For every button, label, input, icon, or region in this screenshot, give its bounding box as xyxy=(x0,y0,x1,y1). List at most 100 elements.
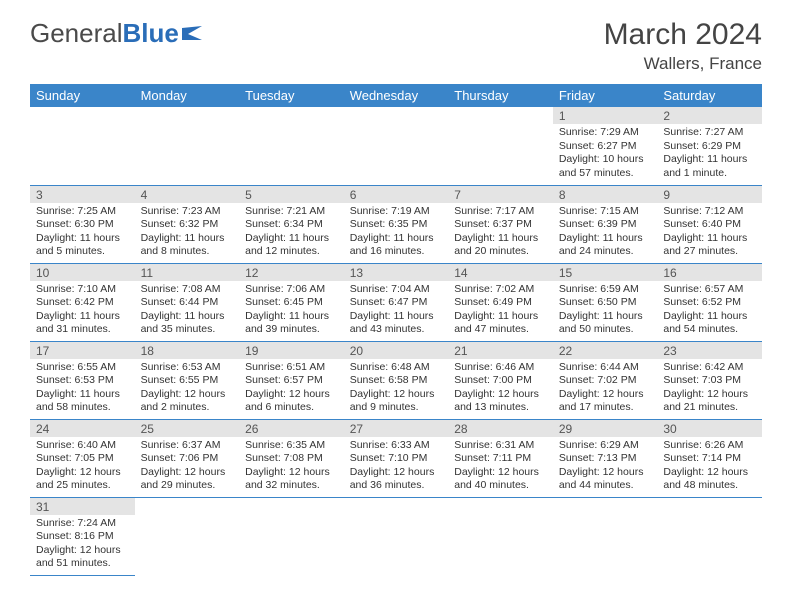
day-details: Sunrise: 7:06 AMSunset: 6:45 PMDaylight:… xyxy=(239,281,344,341)
daylight-text: Daylight: 11 hours xyxy=(245,310,338,324)
calendar-day-cell: 5Sunrise: 7:21 AMSunset: 6:34 PMDaylight… xyxy=(239,185,344,263)
sunset-text: Sunset: 6:29 PM xyxy=(663,140,756,154)
calendar-day-cell: 8Sunrise: 7:15 AMSunset: 6:39 PMDaylight… xyxy=(553,185,658,263)
day-details: Sunrise: 6:35 AMSunset: 7:08 PMDaylight:… xyxy=(239,437,344,497)
location: Wallers, France xyxy=(604,54,762,74)
daylight-text: and 32 minutes. xyxy=(245,479,338,493)
calendar-day-cell: 31Sunrise: 7:24 AMSunset: 8:16 PMDayligh… xyxy=(30,497,135,575)
calendar-day-cell: 18Sunrise: 6:53 AMSunset: 6:55 PMDayligh… xyxy=(135,341,240,419)
day-number xyxy=(553,498,658,515)
daylight-text: and 44 minutes. xyxy=(559,479,652,493)
sunset-text: Sunset: 6:42 PM xyxy=(36,296,129,310)
calendar-week-row: 1Sunrise: 7:29 AMSunset: 6:27 PMDaylight… xyxy=(30,107,762,185)
day-details: Sunrise: 6:59 AMSunset: 6:50 PMDaylight:… xyxy=(553,281,658,341)
calendar-day-cell: 6Sunrise: 7:19 AMSunset: 6:35 PMDaylight… xyxy=(344,185,449,263)
daylight-text: Daylight: 11 hours xyxy=(559,232,652,246)
day-details xyxy=(239,515,344,520)
calendar-day-cell: 30Sunrise: 6:26 AMSunset: 7:14 PMDayligh… xyxy=(657,419,762,497)
daylight-text: and 1 minute. xyxy=(663,167,756,181)
day-details: Sunrise: 6:29 AMSunset: 7:13 PMDaylight:… xyxy=(553,437,658,497)
sunrise-text: Sunrise: 6:33 AM xyxy=(350,439,443,453)
day-number: 9 xyxy=(657,186,762,203)
daylight-text: Daylight: 11 hours xyxy=(663,310,756,324)
daylight-text: Daylight: 11 hours xyxy=(559,310,652,324)
sunset-text: Sunset: 6:53 PM xyxy=(36,374,129,388)
daylight-text: and 40 minutes. xyxy=(454,479,547,493)
daylight-text: and 24 minutes. xyxy=(559,245,652,259)
sunrise-text: Sunrise: 7:08 AM xyxy=(141,283,234,297)
daylight-text: Daylight: 11 hours xyxy=(36,310,129,324)
day-number xyxy=(135,107,240,124)
calendar-day-cell: 12Sunrise: 7:06 AMSunset: 6:45 PMDayligh… xyxy=(239,263,344,341)
daylight-text: and 29 minutes. xyxy=(141,479,234,493)
weekday-header: Tuesday xyxy=(239,84,344,107)
sunrise-text: Sunrise: 7:17 AM xyxy=(454,205,547,219)
day-number: 5 xyxy=(239,186,344,203)
day-number xyxy=(344,107,449,124)
day-details: Sunrise: 6:44 AMSunset: 7:02 PMDaylight:… xyxy=(553,359,658,419)
sunset-text: Sunset: 6:50 PM xyxy=(559,296,652,310)
logo: GeneralBlue xyxy=(30,18,204,49)
calendar-day-cell: 9Sunrise: 7:12 AMSunset: 6:40 PMDaylight… xyxy=(657,185,762,263)
sunrise-text: Sunrise: 7:15 AM xyxy=(559,205,652,219)
sunset-text: Sunset: 6:57 PM xyxy=(245,374,338,388)
day-number: 17 xyxy=(30,342,135,359)
day-number: 13 xyxy=(344,264,449,281)
sunset-text: Sunset: 6:47 PM xyxy=(350,296,443,310)
calendar-week-row: 17 Sunrise: 6:55 AMSunset: 6:53 PM Dayligh… xyxy=(30,341,762,419)
weekday-header-row: Sunday Monday Tuesday Wednesday Thursday… xyxy=(30,84,762,107)
day-details: Sunrise: 6:48 AMSunset: 6:58 PMDaylight:… xyxy=(344,359,449,419)
calendar-day-cell xyxy=(448,107,553,185)
day-number: 10 xyxy=(30,264,135,281)
calendar-day-cell: 11Sunrise: 7:08 AMSunset: 6:44 PMDayligh… xyxy=(135,263,240,341)
month-title: March 2024 xyxy=(604,18,762,52)
sunrise-text: Sunrise: 7:06 AM xyxy=(245,283,338,297)
calendar-day-cell: 21Sunrise: 6:46 AMSunset: 7:00 PMDayligh… xyxy=(448,341,553,419)
sunrise-text: Sunrise: 6:51 AM xyxy=(245,361,338,375)
day-details: Sunrise: 7:23 AMSunset: 6:32 PMDaylight:… xyxy=(135,203,240,263)
sunrise-text: Sunrise: 6:53 AM xyxy=(141,361,234,375)
day-details: Sunrise: 7:24 AMSunset: 8:16 PMDaylight:… xyxy=(30,515,135,575)
sunset-text: Sunset: 6:55 PM xyxy=(141,374,234,388)
day-number xyxy=(30,107,135,124)
day-number: 12 xyxy=(239,264,344,281)
sunrise-text: Sunrise: 6:55 AM xyxy=(36,361,129,375)
daylight-text: and 20 minutes. xyxy=(454,245,547,259)
daylight-text: and 39 minutes. xyxy=(245,323,338,337)
sunrise-text: Sunrise: 7:25 AM xyxy=(36,205,129,219)
day-number: 15 xyxy=(553,264,658,281)
daylight-text: and 57 minutes. xyxy=(559,167,652,181)
calendar-day-cell: 14Sunrise: 7:02 AMSunset: 6:49 PMDayligh… xyxy=(448,263,553,341)
title-block: March 2024 Wallers, France xyxy=(604,18,762,74)
day-details: Sunrise: 6:31 AMSunset: 7:11 PMDaylight:… xyxy=(448,437,553,497)
daylight-text: and 16 minutes. xyxy=(350,245,443,259)
daylight-text: Daylight: 12 hours xyxy=(245,466,338,480)
sunset-text: Sunset: 6:58 PM xyxy=(350,374,443,388)
weekday-header: Wednesday xyxy=(344,84,449,107)
day-details: Sunrise: 7:17 AMSunset: 6:37 PMDaylight:… xyxy=(448,203,553,263)
daylight-text: and 50 minutes. xyxy=(559,323,652,337)
sunrise-text: Sunrise: 6:29 AM xyxy=(559,439,652,453)
calendar-day-cell xyxy=(553,497,658,575)
sunrise-text: Sunrise: 7:21 AM xyxy=(245,205,338,219)
day-number: 18 xyxy=(135,342,240,359)
daylight-text: Daylight: 12 hours xyxy=(36,544,129,558)
sunset-text: Sunset: 6:45 PM xyxy=(245,296,338,310)
daylight-text: Daylight: 12 hours xyxy=(245,388,338,402)
calendar-day-cell: 27Sunrise: 6:33 AMSunset: 7:10 PMDayligh… xyxy=(344,419,449,497)
weekday-header: Sunday xyxy=(30,84,135,107)
sunrise-text: Sunrise: 7:10 AM xyxy=(36,283,129,297)
calendar-day-cell: 15Sunrise: 6:59 AMSunset: 6:50 PMDayligh… xyxy=(553,263,658,341)
day-number xyxy=(239,107,344,124)
day-number: 28 xyxy=(448,420,553,437)
day-details: Sunrise: 7:04 AMSunset: 6:47 PMDaylight:… xyxy=(344,281,449,341)
daylight-text: Daylight: 10 hours xyxy=(559,153,652,167)
day-details: Sunrise: 6:53 AMSunset: 6:55 PMDaylight:… xyxy=(135,359,240,419)
daylight-text: Daylight: 12 hours xyxy=(559,388,652,402)
calendar-day-cell: 20Sunrise: 6:48 AMSunset: 6:58 PMDayligh… xyxy=(344,341,449,419)
daylight-text: Daylight: 12 hours xyxy=(454,388,547,402)
sunrise-text: Sunrise: 6:35 AM xyxy=(245,439,338,453)
sunrise-text: Sunrise: 6:42 AM xyxy=(663,361,756,375)
daylight-text: Daylight: 11 hours xyxy=(245,232,338,246)
day-details: Sunrise: 6:57 AMSunset: 6:52 PMDaylight:… xyxy=(657,281,762,341)
